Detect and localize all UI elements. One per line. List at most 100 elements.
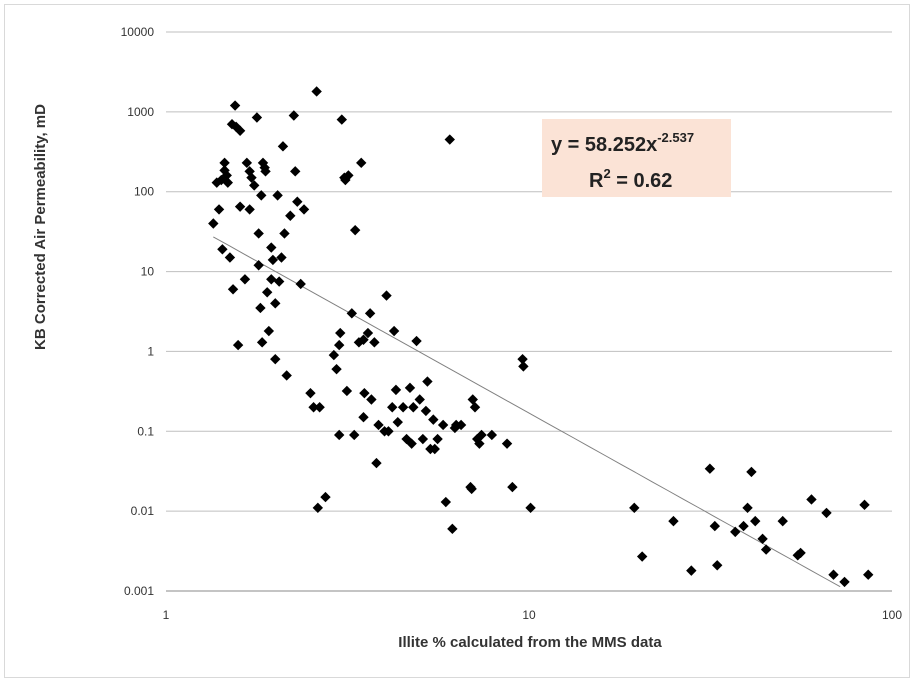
data-point: [261, 287, 273, 298]
data-point: [795, 547, 806, 559]
equation-box-background: [542, 119, 731, 197]
data-point: [255, 302, 266, 314]
data-point: [341, 385, 353, 397]
data-point: [636, 551, 648, 562]
y-tick-labels: 0.001 0.01 0.1 1 10 100 1000 10000: [121, 25, 155, 598]
data-point: [277, 141, 289, 152]
data-point: [308, 402, 319, 413]
data-point: [476, 429, 487, 441]
data-point: [356, 157, 367, 169]
equation-main: y = 58.252x: [551, 134, 657, 156]
data-point: [525, 502, 536, 514]
data-point: [444, 134, 455, 145]
data-point: [760, 544, 772, 555]
data-point: [279, 228, 290, 239]
data-point: [486, 429, 498, 441]
data-point: [777, 515, 788, 527]
data-point: [267, 254, 279, 266]
data-point: [397, 402, 409, 413]
data-point: [288, 110, 300, 121]
data-point: [253, 260, 264, 271]
data-point: [821, 507, 832, 519]
data-point: [219, 157, 230, 169]
data-point: [668, 515, 679, 527]
data-point: [366, 394, 377, 405]
data-point: [392, 416, 403, 428]
r-squared-value: = 0.62: [611, 170, 673, 192]
data-point: [221, 170, 232, 181]
y-tick-label: 1000: [127, 105, 154, 119]
y-tick-label: 0.001: [124, 584, 154, 598]
data-point: [408, 402, 419, 413]
data-point: [406, 438, 417, 449]
data-point: [383, 426, 394, 437]
data-point: [429, 443, 440, 455]
data-point: [244, 166, 255, 177]
data-point: [266, 274, 277, 285]
data-point: [208, 218, 219, 229]
data-point: [292, 196, 303, 207]
data-point: [216, 174, 227, 186]
equation-text: y = 58.252x-2.537: [551, 130, 694, 156]
data-point: [251, 112, 263, 123]
data-point: [750, 515, 761, 527]
data-point: [469, 402, 481, 413]
data-point: [730, 526, 741, 538]
data-point: [270, 353, 281, 365]
data-point: [518, 361, 529, 372]
data-point: [335, 327, 346, 339]
data-point: [232, 339, 244, 351]
y-tick-label: 100: [134, 185, 154, 199]
data-points: [208, 86, 874, 588]
data-point: [359, 387, 370, 399]
chart-frame: 0.001 0.01 0.1 1 10 100 1000 10000 1 10 100 y = 5…: [4, 4, 910, 678]
y-tick-label: 1: [147, 344, 154, 358]
data-point: [227, 284, 239, 295]
data-point: [428, 414, 439, 425]
y-tick-label: 0.1: [137, 424, 154, 438]
data-point: [466, 483, 477, 495]
data-point: [260, 166, 271, 177]
x-tick-labels: 1 10 100: [163, 608, 903, 622]
x-axis-title: Illite % calculated from the MMS data: [398, 634, 662, 651]
data-point: [239, 274, 251, 285]
data-point: [371, 457, 382, 469]
trendline: [213, 236, 841, 588]
data-point: [213, 204, 225, 215]
data-point: [346, 308, 358, 319]
data-point: [839, 576, 850, 588]
data-point: [320, 491, 331, 503]
data-point: [387, 402, 398, 413]
data-point: [273, 276, 285, 287]
data-point: [455, 419, 467, 431]
data-point: [859, 499, 870, 511]
data-point: [364, 308, 376, 319]
gridlines: [166, 31, 892, 592]
y-tick-label: 10: [141, 265, 155, 279]
data-point: [517, 353, 528, 365]
data-point: [712, 560, 723, 571]
data-point: [253, 228, 264, 239]
data-point: [295, 278, 306, 290]
r-squared-prefix: R: [589, 170, 604, 192]
data-point: [629, 502, 640, 514]
data-point: [244, 204, 255, 215]
data-point: [358, 334, 369, 345]
y-tick-label: 10000: [121, 25, 155, 39]
data-point: [333, 429, 345, 441]
data-point: [358, 412, 369, 423]
data-point: [234, 125, 246, 136]
data-point: [229, 100, 241, 111]
x-tick-label: 10: [522, 608, 536, 622]
data-point: [432, 433, 443, 445]
y-axis-title: KB Corrected Air Permeability, mD: [32, 104, 49, 350]
data-point: [290, 166, 301, 177]
data-point: [746, 466, 757, 478]
data-point: [704, 463, 716, 474]
data-point: [343, 170, 354, 181]
data-point: [256, 190, 267, 201]
data-point: [222, 177, 234, 188]
data-point: [501, 438, 513, 449]
trendline-group: [213, 236, 841, 588]
data-point: [806, 494, 817, 505]
